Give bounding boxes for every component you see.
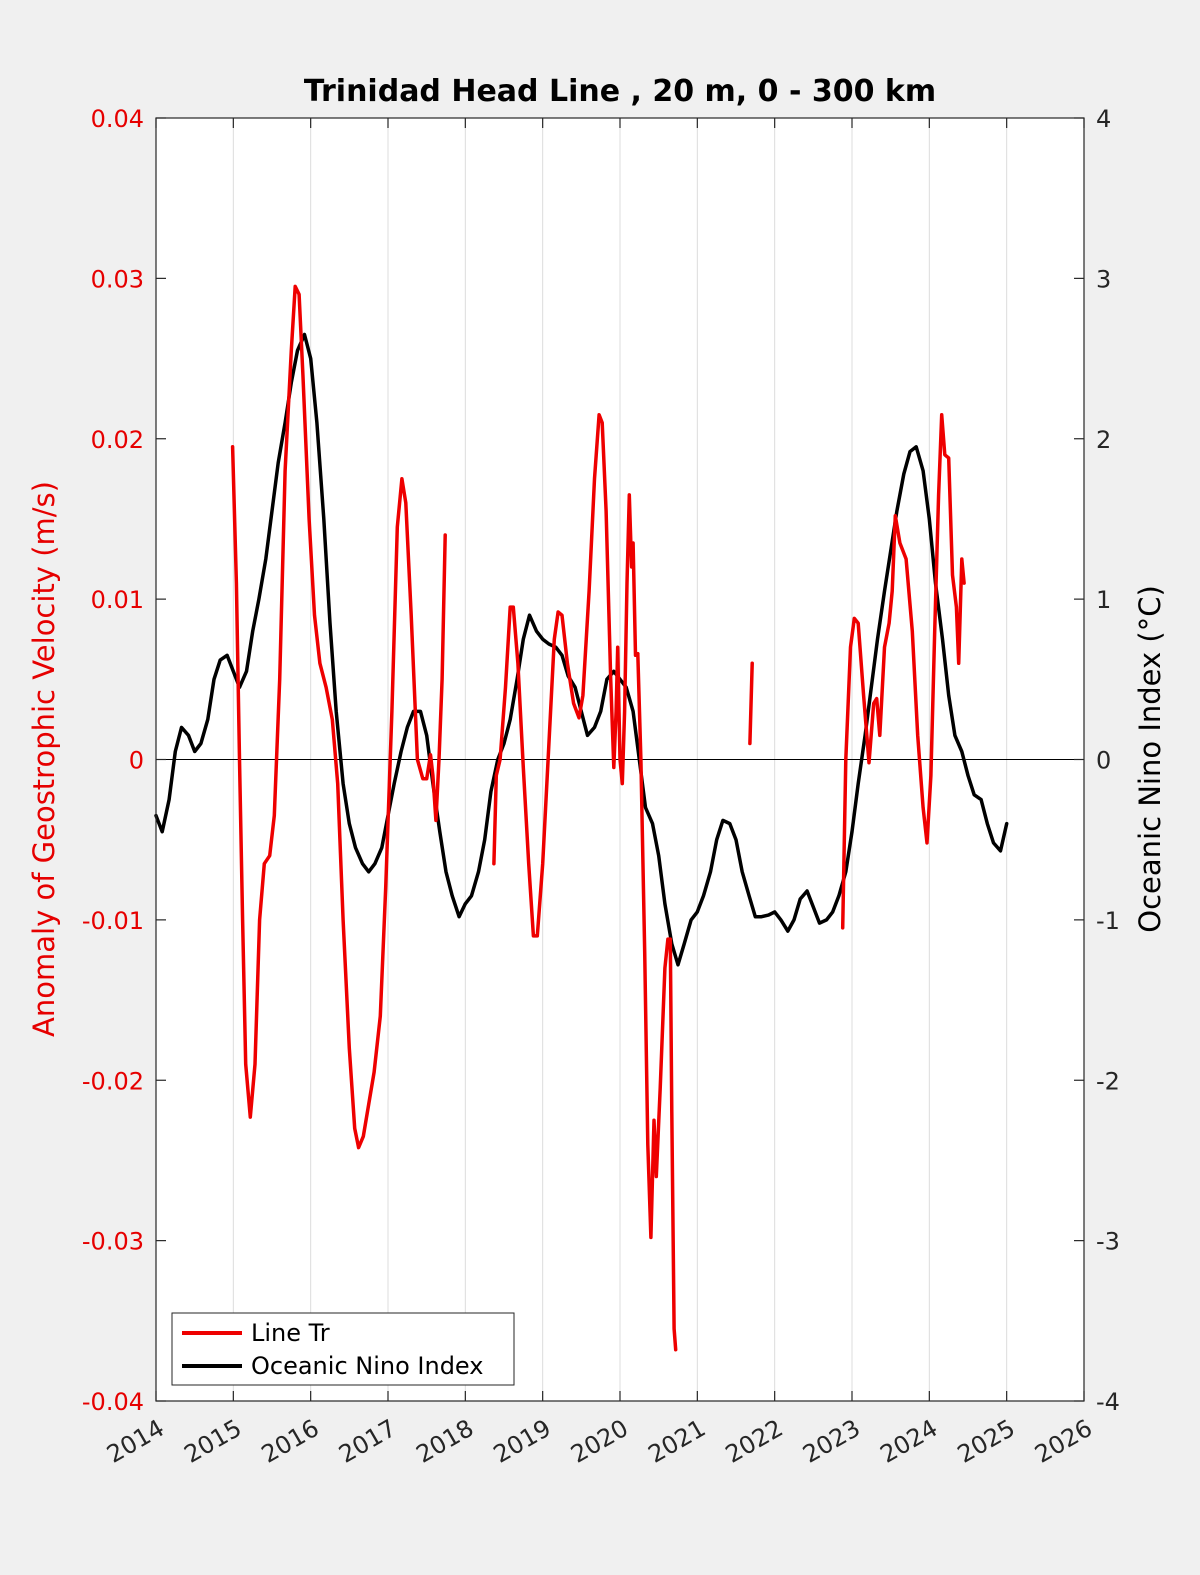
x-tick-label: 2018 — [411, 1414, 478, 1469]
legend-box — [171, 1312, 515, 1386]
series-line-tr-segment-3 — [748, 661, 754, 746]
y-left-tick-label: 0.02 — [91, 426, 144, 454]
chart-title: Trinidad Head Line , 20 m, 0 - 300 km — [304, 74, 936, 109]
y-left-tick-labels: -0.04 -0.03 -0.02 -0.01 0 0.01 0.02 0.03 0.04 — [82, 105, 144, 1416]
series-line-tr-segment-2 — [636, 651, 678, 1352]
y-left-tick-label: 0.01 — [91, 586, 144, 614]
y-axis-right-label: Oceanic Nino Index (°C) — [1133, 585, 1167, 933]
series-line-tr-segment-0 — [230, 284, 447, 1150]
x-tick-label: 2022 — [721, 1414, 788, 1469]
x-tick-label: 2017 — [334, 1414, 401, 1469]
y-right-tick-label: -2 — [1096, 1067, 1120, 1095]
y-left-tick-label: -0.03 — [82, 1228, 144, 1256]
y-left-tick-label: 0 — [129, 747, 144, 775]
y-right-tick-label: -4 — [1096, 1388, 1120, 1416]
y-left-tick-label: -0.01 — [82, 907, 144, 935]
y-axis-left-label: Anomaly of Geostrophic Velocity (m/s) — [27, 481, 61, 1037]
y-right-tick-label: -3 — [1096, 1228, 1120, 1256]
x-tick-label: 2014 — [102, 1414, 169, 1469]
axis-ticks — [155, 117, 1085, 1402]
y-right-tick-label: -1 — [1096, 907, 1120, 935]
legend-label-line-tr: Line Tr — [251, 1319, 330, 1347]
y-right-tick-label: 4 — [1096, 105, 1111, 133]
x-tick-label: 2024 — [875, 1414, 942, 1469]
series-line-tr-segment-4 — [840, 412, 966, 930]
legend-label-oni: Oceanic Nino Index — [251, 1352, 483, 1380]
y-right-tick-label: 0 — [1096, 747, 1111, 775]
y-right-tick-label: 1 — [1096, 586, 1111, 614]
x-tick-label: 2020 — [566, 1414, 633, 1469]
y-left-tick-label: 0.03 — [91, 265, 144, 293]
series-line-tr-segment-1 — [492, 412, 640, 938]
series-group — [154, 284, 1009, 1352]
x-tick-label: 2021 — [643, 1414, 710, 1469]
y-right-tick-label: 3 — [1096, 265, 1111, 293]
y-right-tick-labels: -4 -3 -2 -1 0 1 2 3 4 — [1096, 105, 1120, 1416]
x-tick-label: 2025 — [953, 1414, 1020, 1469]
x-tick-label: 2016 — [257, 1414, 324, 1469]
y-left-tick-label: -0.04 — [82, 1388, 144, 1416]
x-tick-label: 2015 — [179, 1414, 246, 1469]
x-tick-label: 2026 — [1030, 1414, 1097, 1469]
x-tick-label: 2019 — [489, 1414, 556, 1469]
x-tick-labels: 2014 2015 2016 2017 2018 2019 2020 2021 2022 2023… — [102, 1414, 1097, 1469]
y-left-tick-label: -0.02 — [82, 1067, 144, 1095]
x-tick-label: 2023 — [798, 1414, 865, 1469]
y-right-tick-label: 2 — [1096, 426, 1111, 454]
legend: Line Tr Oceanic Nino Index — [171, 1312, 515, 1386]
y-left-tick-label: 0.04 — [91, 105, 144, 133]
